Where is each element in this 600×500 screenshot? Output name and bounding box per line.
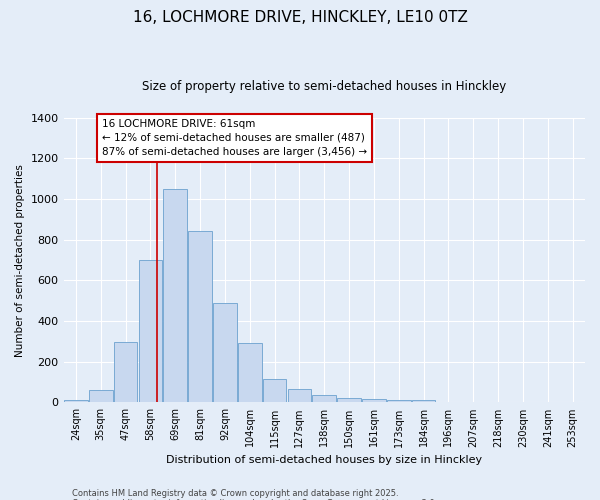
Text: 16, LOCHMORE DRIVE, HINCKLEY, LE10 0TZ: 16, LOCHMORE DRIVE, HINCKLEY, LE10 0TZ (133, 10, 467, 25)
X-axis label: Distribution of semi-detached houses by size in Hinckley: Distribution of semi-detached houses by … (166, 455, 482, 465)
Bar (337, 398, 361, 402)
Bar (213, 303, 237, 402)
Bar (412, 400, 436, 402)
Text: Contains HM Land Registry data © Crown copyright and database right 2025.: Contains HM Land Registry data © Crown c… (72, 488, 398, 498)
Title: Size of property relative to semi-detached houses in Hinckley: Size of property relative to semi-detach… (142, 80, 506, 93)
Bar (64, 400, 88, 402)
Bar (387, 400, 410, 402)
Bar (287, 389, 311, 402)
Y-axis label: Number of semi-detached properties: Number of semi-detached properties (15, 164, 25, 356)
Bar (188, 230, 212, 402)
Bar (238, 344, 262, 402)
Text: Contains public sector information licensed under the Open Government Licence v3: Contains public sector information licen… (72, 498, 437, 500)
Bar (163, 189, 187, 402)
Bar (139, 260, 162, 402)
Bar (89, 390, 113, 402)
Bar (263, 379, 286, 402)
Bar (313, 396, 336, 402)
Bar (362, 400, 386, 402)
Text: 16 LOCHMORE DRIVE: 61sqm
← 12% of semi-detached houses are smaller (487)
87% of : 16 LOCHMORE DRIVE: 61sqm ← 12% of semi-d… (102, 119, 367, 157)
Bar (114, 342, 137, 402)
